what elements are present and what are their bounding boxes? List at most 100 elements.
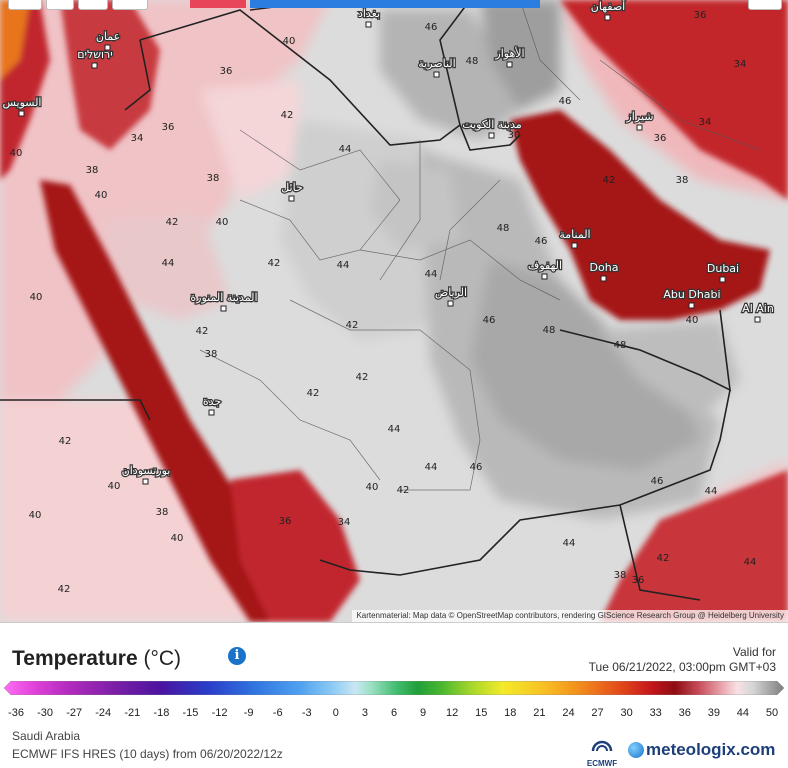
scale-tick: -27: [66, 707, 83, 719]
temperature-label: 42: [166, 217, 179, 228]
scale-tick: -18: [153, 707, 170, 719]
temperature-label: 48: [614, 340, 627, 351]
temperature-label: 44: [744, 557, 757, 568]
temperature-label: 40: [30, 292, 43, 303]
temperature-label: 42: [346, 320, 359, 331]
color-scale-bar: [4, 681, 784, 695]
city-label: الناصرية: [418, 57, 455, 70]
city-markers: عمان ירושלים السويس بغداد الناصرية الأهواز أصف…: [1, 0, 775, 485]
scale-tick: -12: [211, 707, 228, 719]
temperature-label: 38: [86, 165, 99, 176]
city-label: عمان: [96, 30, 120, 43]
scale-tick: -21: [124, 707, 141, 719]
scale-tick: -9: [243, 707, 254, 719]
temperature-label: 38: [614, 570, 627, 581]
city-13: Dubai: [706, 261, 740, 283]
temperature-label: 38: [205, 349, 218, 360]
scale-tick: 50: [765, 707, 779, 719]
temperature-label: 40: [216, 217, 229, 228]
temperature-label: 42: [657, 553, 670, 564]
scale-tick: -36: [8, 707, 24, 719]
temperature-label: 44: [339, 144, 352, 155]
temperature-label: 30: [508, 130, 521, 141]
city-marker-icon: [688, 302, 695, 309]
temperature-label: 40: [29, 510, 42, 521]
city-marker-icon: [600, 275, 607, 282]
temperature-label: 42: [307, 388, 320, 399]
toolbar-button-3[interactable]: [78, 0, 108, 10]
temperature-label: 40: [171, 533, 184, 544]
temperature-label: 40: [10, 148, 23, 159]
map-canvas: عمان ירושלים السويس بغداد الناصرية الأهواز أصف…: [0, 0, 788, 622]
scale-tick: -24: [95, 707, 112, 719]
city-label: ירושלים: [77, 48, 112, 61]
toolbar-button-4[interactable]: [112, 0, 148, 10]
city-marker-icon: [571, 242, 578, 249]
temperature-label: 40: [95, 190, 108, 201]
toolbar-button-1[interactable]: [8, 0, 42, 10]
city-18: جدة: [202, 394, 222, 416]
city-label: Al Ain: [742, 302, 774, 315]
toolbar-button-2[interactable]: [46, 0, 74, 10]
hot-desert-zones: [280, 0, 740, 520]
temperature-map[interactable]: عمان ירושלים السويس بغداد الناصرية الأهواز أصف…: [0, 0, 788, 622]
city-label: حائل: [281, 181, 303, 194]
city-marker-icon: [220, 305, 227, 312]
valid-for-time: Tue 06/21/2022, 03:00pm GMT+03: [588, 660, 776, 674]
temperature-label: 46: [425, 22, 438, 33]
temperature-label: 42: [356, 372, 369, 383]
ecmwf-logo-icon: [591, 740, 613, 752]
temperature-label: 46: [559, 96, 572, 107]
scale-tick: 33: [649, 707, 662, 719]
temperature-label: 48: [466, 56, 479, 67]
temperature-label: 36: [162, 122, 175, 133]
region-label: Saudi Arabia: [12, 729, 81, 743]
city-marker-icon: [365, 21, 372, 28]
temperature-label: 44: [388, 424, 401, 435]
scale-tick: 12: [446, 707, 459, 719]
valid-for-label: Valid for: [732, 645, 776, 659]
temperature-label: 42: [281, 110, 294, 121]
city-3: بغداد: [357, 6, 381, 28]
city-marker-icon: [604, 14, 611, 21]
scale-tick: 24: [562, 707, 575, 719]
meteologix-logo-text: meteologix.com: [646, 740, 776, 759]
timeline-segment-forecast[interactable]: [250, 0, 540, 8]
scale-tick: -6: [272, 707, 283, 719]
temperature-labels: 40 36 42 36 34 38 38 40 42 40 44 46 48 46 42 48 46 44 42 44…: [10, 10, 757, 595]
temperature-label: 42: [397, 485, 410, 496]
meteologix-logo[interactable]: meteologix.com: [628, 740, 775, 760]
temperature-label: 38: [156, 507, 169, 518]
city-marker-icon: [719, 276, 726, 283]
scale-tick: 3: [361, 707, 368, 719]
temperature-label: 48: [543, 325, 556, 336]
city-15: Al Ain: [741, 301, 775, 323]
map-toolbar: [0, 0, 788, 10]
temperature-label: 44: [162, 258, 175, 269]
temperature-label: 46: [483, 315, 496, 326]
city-marker-icon: [488, 132, 495, 139]
timeline-segment-past[interactable]: [190, 0, 246, 8]
sea-hot-zones: [0, 0, 788, 622]
scale-tick: -15: [182, 707, 199, 719]
temperature-label: 40: [283, 36, 296, 47]
city-5: الأهواز: [493, 45, 526, 68]
temperature-label: 42: [603, 175, 616, 186]
legend-title-text: Temperature: [12, 647, 138, 670]
temperature-label: 42: [59, 436, 72, 447]
temperature-label: 36: [220, 66, 233, 77]
info-icon[interactable]: i: [228, 647, 246, 665]
scale-tick: 15: [475, 707, 488, 719]
temperature-label: 36: [632, 575, 645, 586]
toolbar-button-right[interactable]: [748, 0, 782, 10]
city-4: الناصرية: [417, 56, 457, 78]
city-label: الهفوف: [528, 259, 562, 272]
city-16: الرياض: [434, 285, 468, 307]
city-8: مدينة الكويت: [461, 117, 523, 139]
city-14: Abu Dhabi: [662, 287, 722, 309]
valid-for: Valid for Tue 06/21/2022, 03:00pm GMT+03: [589, 645, 776, 675]
scale-tick: -3: [301, 707, 312, 719]
city-marker-icon: [447, 300, 454, 307]
city-label: Dubai: [707, 262, 739, 275]
temperature-label: 46: [470, 462, 483, 473]
